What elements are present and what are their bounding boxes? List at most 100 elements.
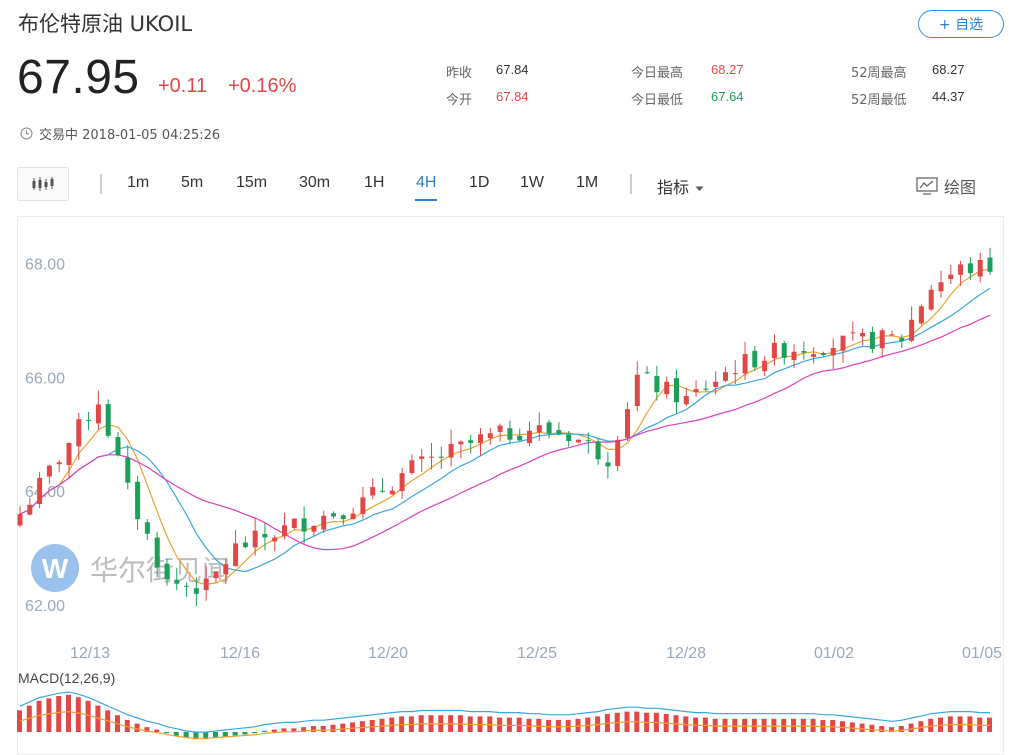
candle-body (664, 381, 670, 395)
x-tick-label: 12/25 (517, 645, 557, 662)
timeframe-1d[interactable]: 1D (469, 174, 490, 191)
macd-bar (46, 698, 52, 732)
watermark-logo (31, 544, 79, 592)
add-favorite-button[interactable]: + 自选 (918, 10, 1004, 38)
macd-bar (918, 721, 924, 732)
candle-body (585, 440, 591, 442)
candle-body (301, 518, 307, 532)
candle-body (478, 434, 483, 443)
timeframe-4h[interactable]: 4H (415, 174, 438, 201)
candle-body (899, 338, 905, 341)
x-tick-label: 01/02 (814, 645, 854, 662)
stat-label-52w-low: 52周最低 (851, 93, 907, 108)
candle-body (909, 319, 915, 341)
macd-bar (869, 724, 875, 732)
candle-body (860, 333, 866, 337)
timeframe-1m[interactable]: 1m (127, 174, 150, 191)
candlestick-type-button[interactable] (17, 167, 69, 201)
candle-body (242, 542, 248, 548)
candle-body (869, 331, 875, 349)
timeframe-1mo[interactable]: 1M (576, 174, 599, 191)
macd-bar (506, 717, 512, 732)
macd-label: MACD(12,26,9) (18, 670, 115, 686)
candle-body (193, 588, 199, 594)
ma10-line (19, 287, 991, 573)
candle-body (791, 351, 797, 360)
macd-bar (585, 717, 591, 732)
ma20-line (19, 314, 991, 551)
candle-body (644, 372, 650, 374)
candle-body (350, 513, 356, 520)
macd-bar (213, 732, 218, 738)
candle-body (487, 433, 493, 439)
instrument-title: 布伦特原油 UKOIL (18, 12, 193, 36)
macd-bar (830, 720, 836, 732)
candle-body (781, 343, 787, 358)
macd-bar (261, 730, 267, 732)
macd-bar (85, 700, 91, 732)
candle-body (262, 533, 268, 538)
x-tick-label: 12/13 (70, 645, 110, 662)
draw-tool-button[interactable]: 绘图 (916, 174, 976, 198)
candle-body (331, 513, 336, 517)
macd-bar (271, 729, 277, 732)
macd-bar (124, 720, 130, 732)
macd-bar (722, 718, 728, 732)
candle-body (468, 440, 474, 443)
macd-bar (134, 723, 140, 732)
candle-body (27, 504, 33, 515)
candle-body (820, 353, 826, 355)
macd-bar (320, 726, 326, 732)
candle-body (703, 388, 709, 390)
timeframe-1h[interactable]: 1H (364, 174, 385, 191)
y-tick-label: 64.00 (25, 484, 65, 501)
stat-value-day-low: 67.64 (711, 89, 744, 104)
timeframe-1w[interactable]: 1W (520, 174, 544, 191)
candle-body (340, 515, 346, 519)
candle-body (742, 354, 748, 374)
candle-body (76, 419, 82, 447)
stat-value-52w-high: 68.27 (932, 62, 965, 77)
candle-body (517, 435, 523, 441)
macd-bar (242, 732, 248, 735)
toolbar-divider (100, 174, 102, 194)
macd-bar (222, 732, 228, 737)
candle-body (615, 439, 621, 466)
candle-body (154, 537, 160, 568)
x-tick-label: 12/16 (220, 645, 260, 662)
candle-body (497, 425, 503, 432)
candle-body (811, 354, 817, 357)
stat-label-prev-close: 昨收 (446, 66, 473, 81)
candle-body (566, 434, 572, 441)
candle-body (213, 571, 219, 579)
timeframe-15m[interactable]: 15m (236, 174, 268, 191)
candle-body (46, 465, 52, 477)
macd-bar (526, 718, 532, 732)
indicator-dropdown[interactable]: 指标 (657, 174, 704, 198)
candle-body (536, 425, 542, 433)
candle-body (419, 456, 425, 459)
macd-bar (369, 720, 375, 732)
macd-bar (742, 718, 748, 732)
macd-bar (820, 720, 826, 732)
macd-bar (889, 727, 894, 732)
candle-body (223, 564, 229, 575)
macd-bar (310, 726, 316, 732)
macd-bar (928, 718, 934, 732)
candle-body (527, 430, 532, 444)
candle-body (399, 473, 405, 492)
macd-bar (389, 717, 395, 732)
candle-body (17, 514, 23, 526)
candle-body (634, 374, 640, 406)
y-tick-label: 66.00 (25, 370, 65, 387)
macd-bar (849, 722, 855, 732)
macd-bar (36, 700, 42, 732)
macd-bar (75, 697, 81, 732)
candle-body (938, 282, 944, 292)
candle-body (438, 456, 444, 458)
timeframe-5m[interactable]: 5m (181, 174, 204, 191)
timeframe-30m[interactable]: 30m (299, 174, 331, 191)
macd-bar (173, 732, 179, 736)
candle-body (370, 487, 376, 496)
